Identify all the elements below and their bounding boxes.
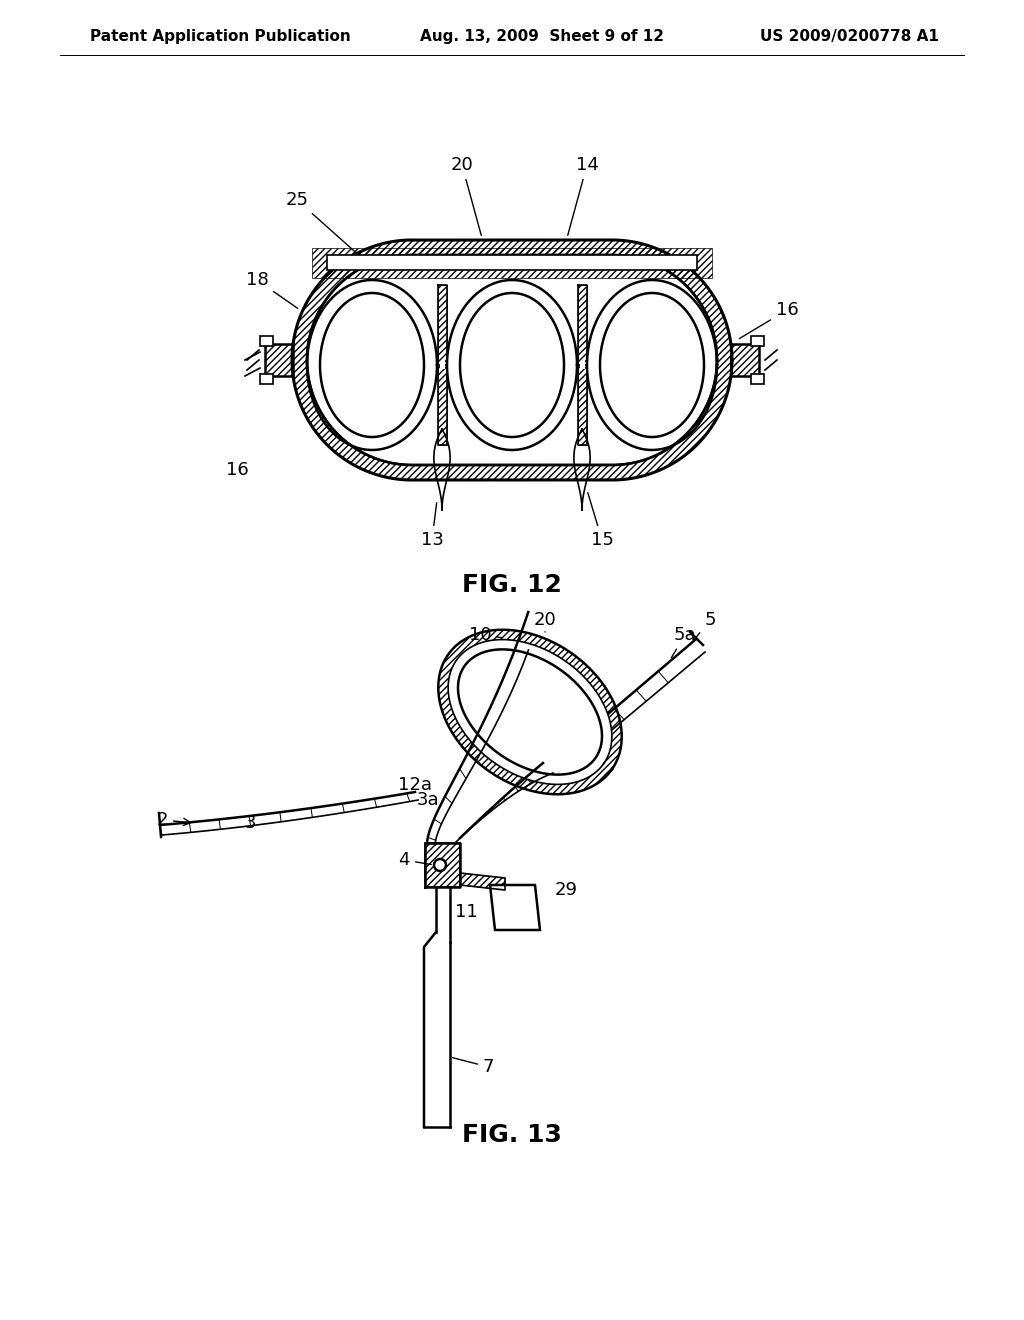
Text: 20: 20	[534, 611, 556, 632]
Text: 12a: 12a	[398, 776, 432, 795]
Polygon shape	[460, 293, 564, 437]
Text: 16: 16	[739, 301, 799, 338]
Polygon shape	[751, 337, 764, 346]
Text: 3: 3	[245, 814, 256, 832]
Text: 29: 29	[555, 880, 578, 899]
Text: 16: 16	[225, 461, 249, 479]
Polygon shape	[321, 293, 424, 437]
Text: 7: 7	[453, 1057, 495, 1076]
Text: 2: 2	[157, 810, 190, 829]
Polygon shape	[458, 649, 602, 775]
Text: 11: 11	[455, 903, 478, 921]
Polygon shape	[260, 374, 273, 384]
Text: Aug. 13, 2009  Sheet 9 of 12: Aug. 13, 2009 Sheet 9 of 12	[420, 29, 664, 45]
Text: 4: 4	[398, 851, 431, 869]
Text: 15: 15	[588, 492, 613, 549]
Text: 18: 18	[246, 271, 298, 309]
Text: 5: 5	[692, 611, 716, 643]
Polygon shape	[260, 337, 273, 346]
Text: FIG. 13: FIG. 13	[462, 1123, 562, 1147]
Polygon shape	[307, 255, 717, 465]
Polygon shape	[439, 360, 444, 370]
Text: 3a: 3a	[417, 791, 439, 809]
Text: 5a: 5a	[672, 626, 696, 657]
Text: Patent Application Publication: Patent Application Publication	[90, 29, 351, 45]
Text: 25: 25	[286, 191, 359, 256]
Polygon shape	[751, 374, 764, 384]
Text: FIG. 12: FIG. 12	[462, 573, 562, 597]
Text: 10: 10	[469, 626, 502, 644]
Polygon shape	[449, 640, 612, 784]
Text: 20: 20	[451, 156, 481, 235]
Polygon shape	[327, 255, 697, 271]
Polygon shape	[490, 884, 540, 931]
Text: US 2009/0200778 A1: US 2009/0200778 A1	[760, 29, 939, 45]
Polygon shape	[580, 360, 585, 370]
Circle shape	[434, 859, 446, 871]
Polygon shape	[600, 293, 705, 437]
Text: 13: 13	[421, 503, 443, 549]
Text: 14: 14	[567, 156, 598, 235]
